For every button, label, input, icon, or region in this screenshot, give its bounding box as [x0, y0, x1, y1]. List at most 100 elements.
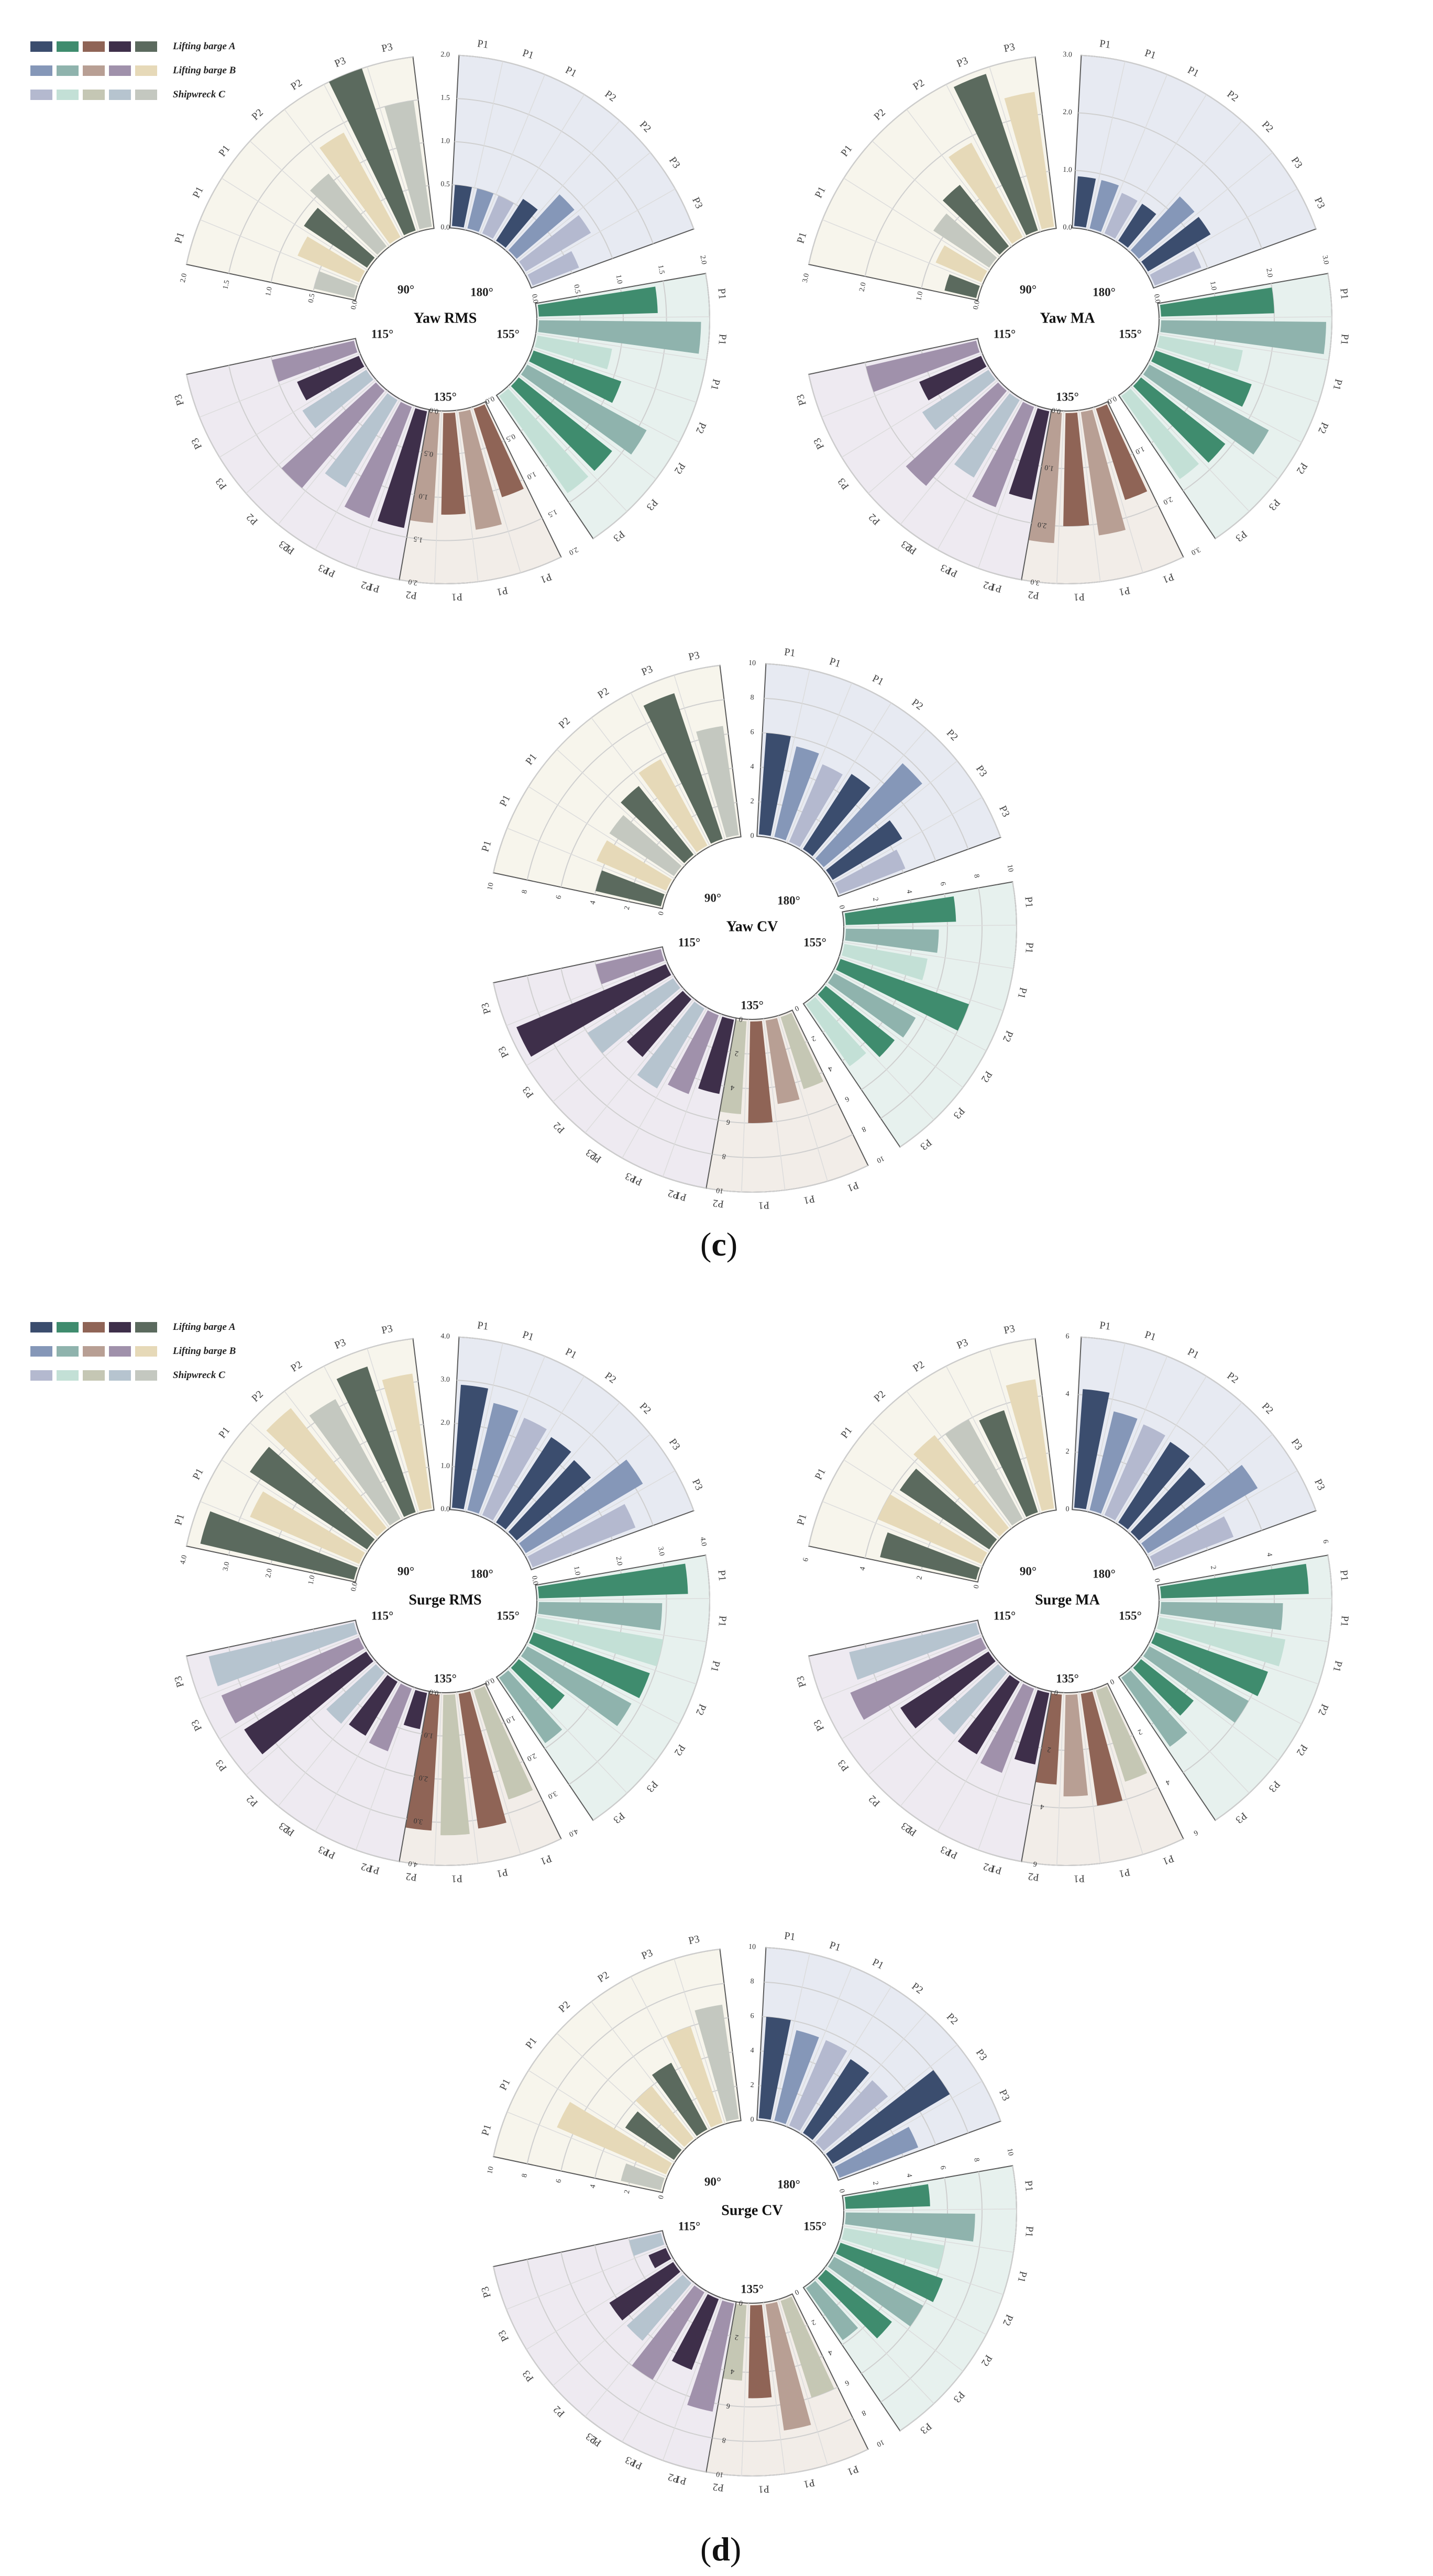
sector-name: 90°: [398, 283, 414, 296]
point-label: P2: [693, 420, 709, 435]
point-label: P2: [602, 88, 618, 104]
tick-label: 0: [738, 1015, 743, 1023]
gridline: [1056, 410, 1064, 584]
gridline: [526, 1983, 724, 2164]
gridline: [508, 1667, 627, 1794]
point-label: P3: [687, 649, 700, 663]
point-label: P1: [495, 1866, 509, 1880]
bar: [1121, 388, 1199, 480]
tick-label: 10: [748, 659, 756, 668]
point-label: P1: [715, 1570, 728, 1582]
sector-name: 115°: [678, 936, 700, 949]
bar: [302, 370, 373, 428]
legend-row: Shipwreck C: [30, 1363, 236, 1387]
point-label: P3: [611, 528, 627, 544]
bar: [1130, 196, 1195, 259]
gridline: [1081, 1336, 1317, 1511]
bar: [244, 1651, 373, 1755]
bar: [499, 1670, 563, 1744]
gridline: [553, 987, 684, 1102]
tick-label: 4.0: [698, 1536, 708, 1547]
point-label: P2: [1000, 2313, 1016, 2327]
point-label: P1: [1338, 334, 1350, 346]
bar: [511, 1659, 565, 1709]
tick-label: 6: [844, 2378, 851, 2387]
gridline: [1101, 1356, 1168, 1517]
gridline: [741, 1019, 749, 1192]
point-label: P2: [637, 1401, 654, 1416]
panel-letter: d: [711, 2530, 730, 2568]
tick-label: 3.0: [222, 1561, 231, 1572]
point-label: P1: [521, 1329, 535, 1343]
point-label: P3: [213, 476, 229, 492]
gridline: [899, 882, 1017, 1148]
tick-label: 8: [861, 1125, 867, 1134]
bar: [314, 271, 358, 298]
tick-label: 0: [837, 2189, 846, 2193]
bar: [403, 1693, 440, 1831]
gridline: [1147, 188, 1298, 275]
tick-label: 0: [793, 2288, 800, 2296]
gridline: [1081, 54, 1317, 229]
tick-label: 1.0: [614, 274, 624, 285]
tick-label: 0.0: [1063, 224, 1072, 232]
bar: [527, 251, 579, 286]
tick-label: 1.0: [1208, 281, 1218, 291]
legend-swatch: [135, 90, 157, 100]
chart-title: Yaw RMS: [414, 310, 477, 326]
bar: [250, 1447, 375, 1550]
sector-name: 135°: [1056, 1672, 1079, 1685]
gridline: [843, 925, 1017, 928]
gridline: [937, 1681, 1023, 1832]
bar: [596, 949, 665, 984]
gridline: [843, 2208, 1017, 2212]
legend-label-a: Lifting barge A: [173, 41, 236, 52]
gridline: [764, 1981, 969, 2134]
tick-label: 6: [750, 2012, 754, 2020]
radial-chart: 0.0 1.0 2.0 3.0 4.0 P1 P1 P1 P2 P2 P3 P3 90° 0.0 1.0 2.…: [172, 1319, 729, 1884]
tick-label: 0.0: [440, 224, 450, 232]
tick-label: 0: [837, 905, 846, 909]
point-label: P2: [866, 511, 882, 527]
point-label: P1: [1161, 1852, 1176, 1867]
point-label: P3: [1289, 1437, 1305, 1452]
gridline: [591, 717, 697, 856]
bar: [698, 1016, 734, 1094]
bar: [919, 356, 987, 401]
point-label: P3: [974, 2047, 989, 2063]
gridline: [186, 56, 413, 265]
point-label: P1: [828, 1939, 842, 1953]
tick-label: 0.0: [972, 299, 982, 310]
gridline: [1138, 1434, 1273, 1544]
bar: [310, 173, 387, 255]
gridline: [526, 361, 680, 443]
sector: 0 2 4 6 P1 P1 P1 P2 P2 P3 P3 180°: [1065, 1319, 1327, 1580]
point-label: P1: [479, 2123, 493, 2137]
legend-row: Lifting barge A: [30, 35, 236, 59]
legend-swatch: [109, 41, 131, 52]
tick-label: 2: [734, 1049, 739, 1057]
gridline: [662, 2297, 722, 2461]
bar: [972, 402, 1034, 507]
bar: [780, 2296, 834, 2398]
tick-label: 2.0: [264, 1568, 274, 1579]
radial-chart: 0 2 4 6 8 10 P1 P1 P1 P2 P2 P3 P3 90° 0 2 4 6 8 10 P1 P1 P1 P2 P…: [479, 1930, 1035, 2495]
bar: [844, 2184, 930, 2209]
point-label: P1: [451, 1872, 462, 1884]
point-label: P1: [870, 673, 886, 688]
gridline: [493, 982, 707, 1189]
point-label: P1: [846, 1179, 861, 1194]
tick-label: 2.0: [1063, 108, 1072, 117]
gridline: [355, 1687, 415, 1850]
legend-label-b: Lifting barge B: [173, 65, 236, 76]
gridline: [228, 1647, 407, 1820]
point-label: P3: [1002, 41, 1016, 54]
gridline: [771, 1953, 810, 2123]
bar: [954, 393, 1020, 478]
gridline: [812, 2013, 927, 2143]
sector-name: 180°: [470, 285, 493, 298]
gridline: [1159, 1598, 1332, 1601]
gridline: [591, 2001, 697, 2139]
tick-label: 6: [844, 1094, 851, 1103]
